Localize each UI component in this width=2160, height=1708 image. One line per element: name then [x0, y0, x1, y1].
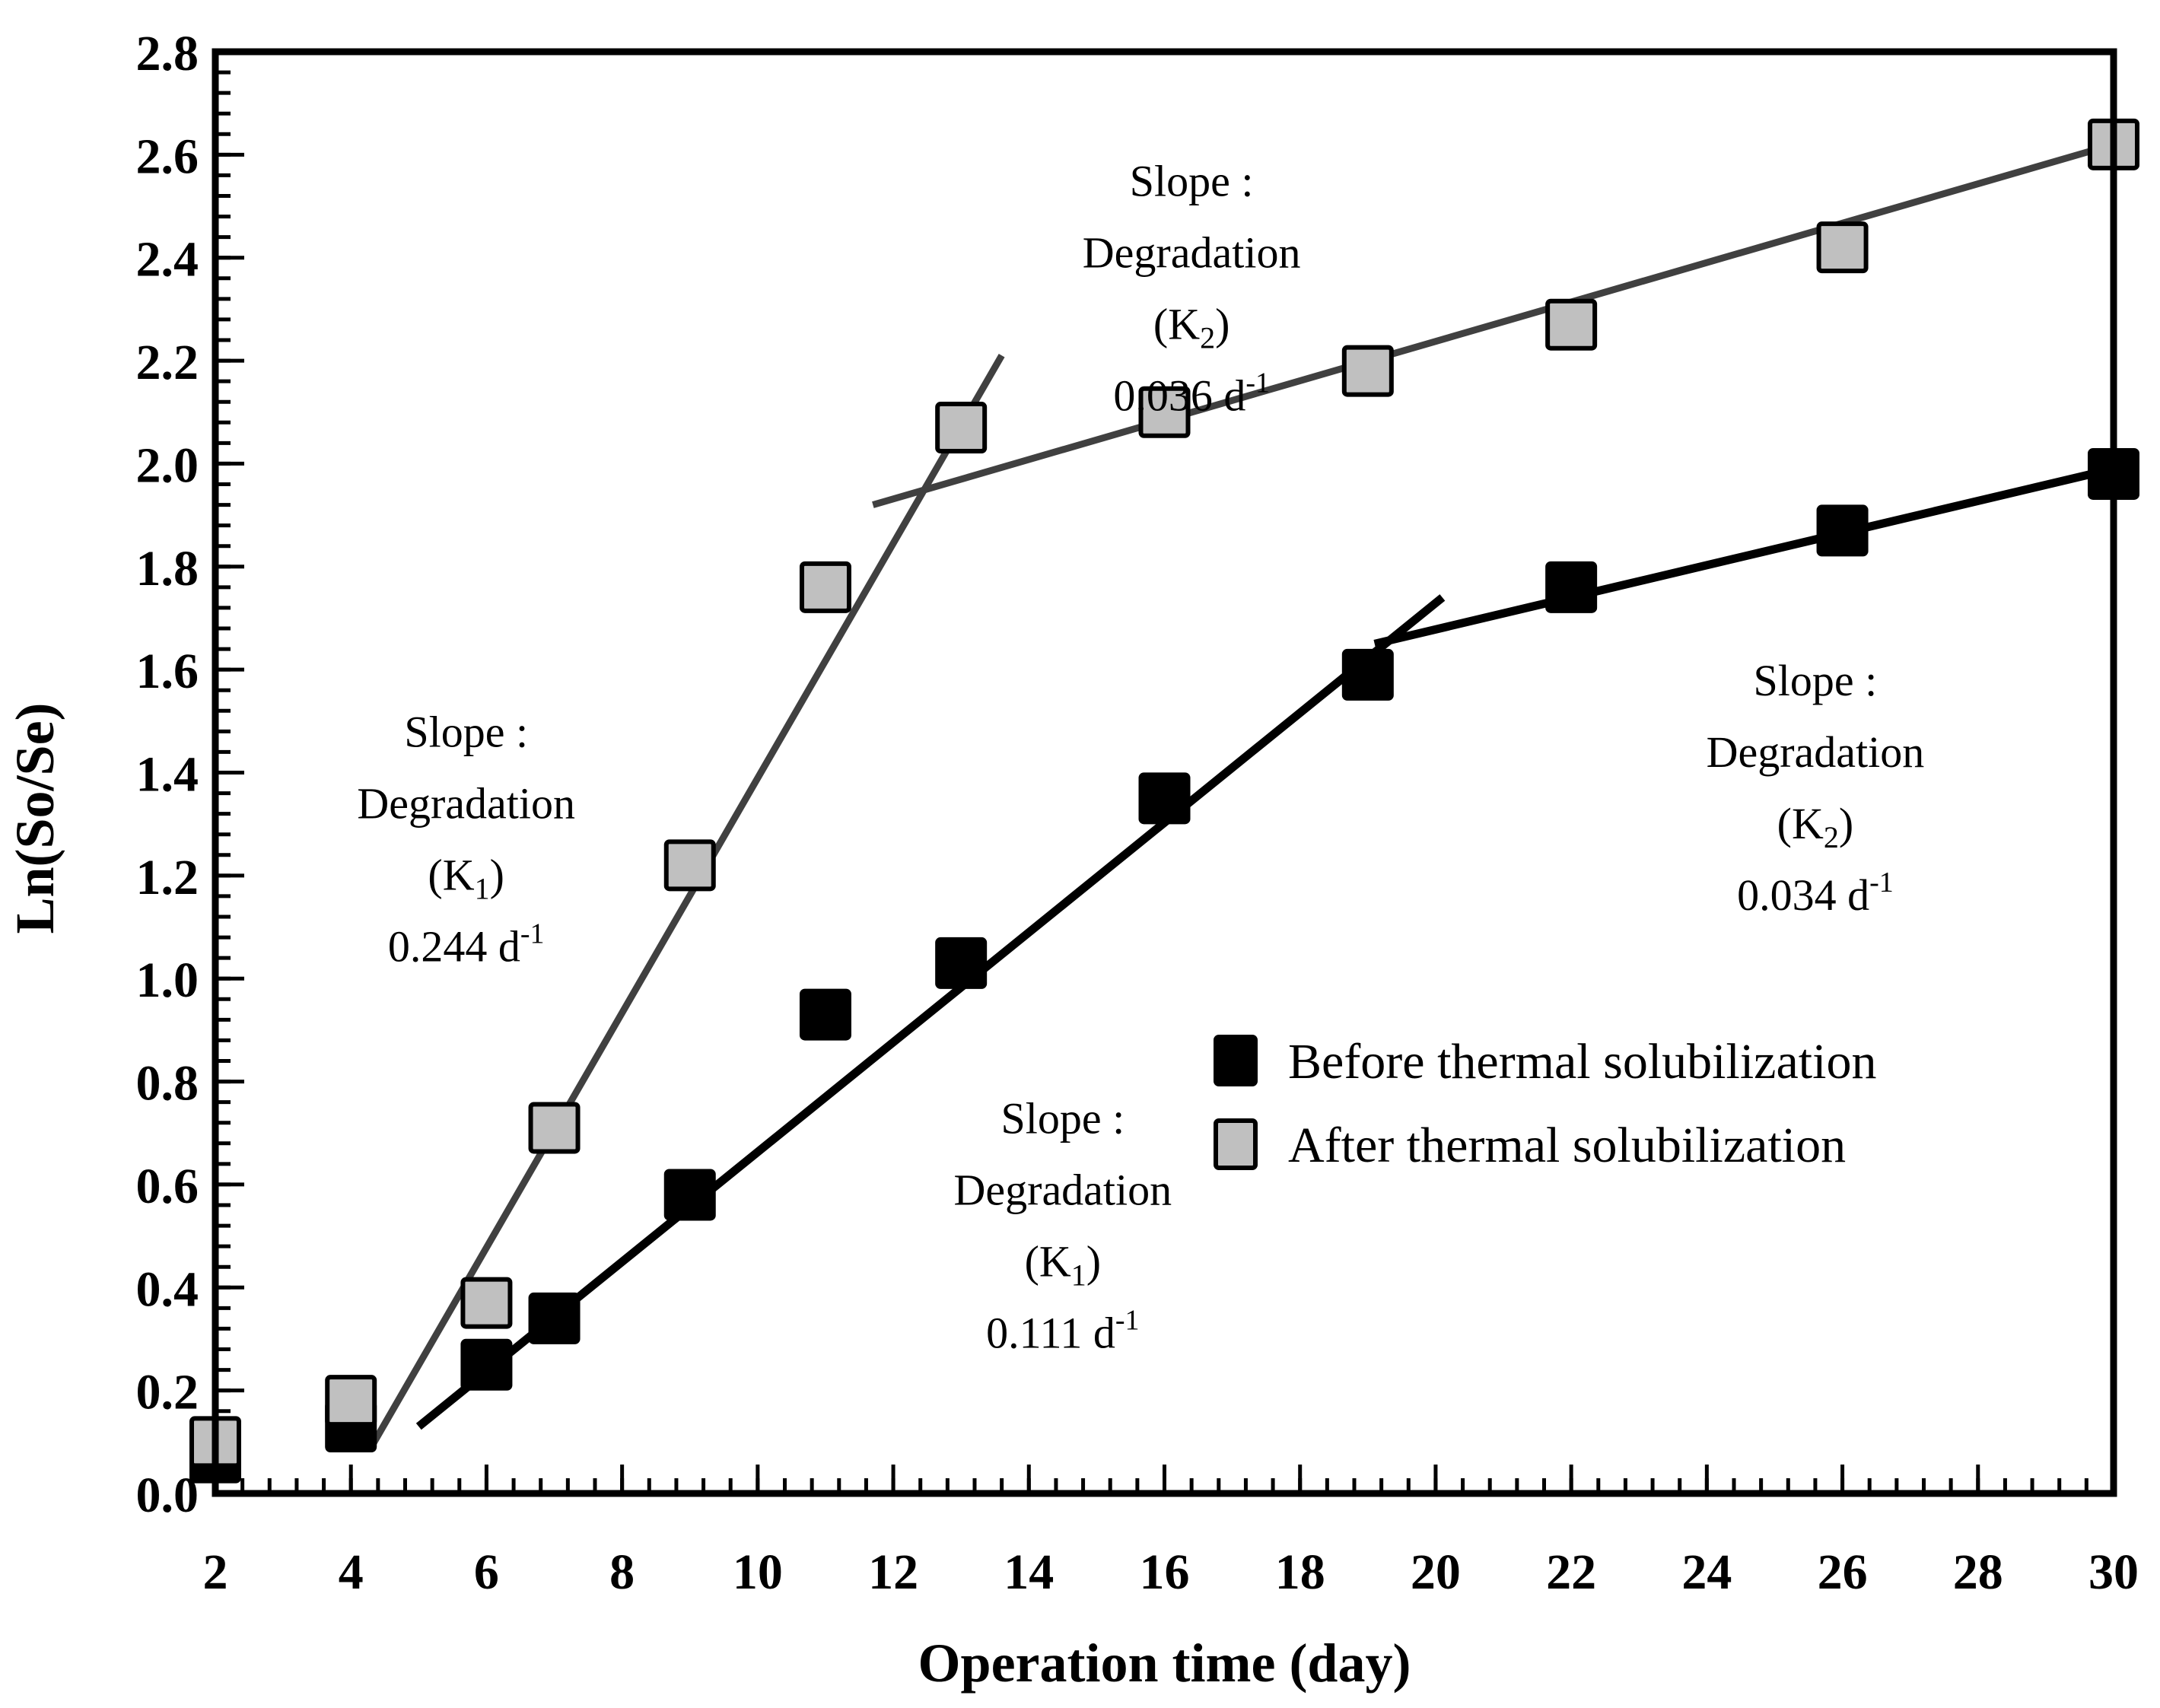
after-k1-fit: [368, 354, 1005, 1449]
y-tick-label: 0.6: [136, 1159, 199, 1214]
y-tick-label: 2.8: [136, 26, 199, 81]
x-tick-label: 14: [1004, 1544, 1054, 1600]
before-marker: [1341, 648, 1394, 701]
annotation-line: Degradation: [1083, 228, 1301, 278]
annotation-line: Slope :: [1754, 656, 1878, 705]
x-axis-ticks: 2 4 6 8 10 12 14 16 18 20 22 24 26 28 30: [203, 1465, 2139, 1600]
before-marker: [1138, 772, 1191, 825]
x-tick-label: 22: [1546, 1544, 1596, 1600]
annotation-line: Degradation: [954, 1165, 1172, 1214]
y-tick-label: 0.2: [136, 1365, 199, 1420]
after-marker: [325, 1375, 377, 1427]
x-tick-label: 30: [2088, 1544, 2139, 1600]
y-tick-label: 1.2: [136, 850, 199, 905]
y-tick-label: 1.6: [136, 644, 199, 699]
annotation-value: 0.244 d-1: [388, 918, 545, 972]
x-tick-label: 28: [1953, 1544, 2003, 1600]
x-tick-label: 2: [203, 1544, 228, 1600]
before-k2-fit: [1373, 464, 2115, 648]
x-tick-label: 6: [474, 1544, 499, 1600]
after-marker: [1138, 386, 1191, 438]
y-axis-ticks: 0.0 0.2 0.4 0.6 0.8 1.0 1.2 1.4 1.6 1.8 2.0 2.2 2.4 2…: [136, 26, 244, 1523]
x-tick-label: 4: [339, 1544, 364, 1600]
before-marker: [799, 988, 851, 1041]
annotation-line: (K1): [428, 851, 504, 906]
before-marker: [935, 937, 988, 989]
y-tick-label: 0.0: [136, 1468, 199, 1523]
y-tick-label: 2.0: [136, 437, 199, 493]
after-k2-fit: [872, 141, 2115, 508]
before-marker: [460, 1338, 513, 1391]
fit-lines: [368, 141, 2115, 1449]
y-axis-title: Ln(So/Se): [5, 702, 65, 934]
legend: Before thermal solubilization After therm…: [1214, 1034, 1876, 1173]
y-tick-label: 0.8: [136, 1056, 199, 1112]
after-marker: [663, 839, 716, 892]
before-marker: [1545, 561, 1598, 613]
annotation-line: (K2): [1153, 300, 1230, 355]
annotation-line: (K1): [1025, 1236, 1102, 1292]
annotation-after-k2: Slope : Degradation (K2) 0.036 d-1: [1083, 157, 1301, 421]
annotation-value: 0.034 d-1: [1737, 867, 1894, 920]
annotation-value: 0.036 d-1: [1113, 367, 1270, 421]
annotation-after-k1: Slope : Degradation (K1) 0.244 d-1: [357, 708, 575, 972]
annotation-before-k2: Slope : Degradation (K2) 0.034 d-1: [1707, 656, 1925, 920]
after-marker: [1341, 345, 1394, 397]
y-tick-label: 1.8: [136, 541, 199, 596]
x-tick-label: 26: [1818, 1544, 1868, 1600]
after-marker: [460, 1277, 513, 1329]
annotation-line: Slope :: [1130, 157, 1254, 206]
before-marker: [1816, 504, 1869, 557]
y-tick-label: 0.4: [136, 1261, 199, 1317]
y-tick-label: 2.6: [136, 129, 199, 184]
y-tick-label: 1.0: [136, 953, 199, 1008]
annotation-line: Slope :: [1000, 1093, 1125, 1143]
slope-annotations: Slope : Degradation (K2) 0.036 d-1 Slope : De…: [357, 157, 1924, 1358]
after-marker: [1545, 298, 1598, 351]
annotation-line: Slope :: [404, 708, 528, 757]
annotation-value: 0.111 d-1: [986, 1304, 1139, 1357]
annotation-line: (K2): [1777, 799, 1854, 854]
x-tick-label: 18: [1275, 1544, 1325, 1600]
legend-swatch: [1214, 1035, 1258, 1086]
x-tick-label: 20: [1411, 1544, 1461, 1600]
annotation-line: Degradation: [357, 779, 575, 829]
after-marker: [1816, 221, 1869, 274]
legend-label: Before thermal solubilization: [1288, 1034, 1876, 1089]
after-marker: [935, 402, 988, 454]
x-tick-label: 24: [1681, 1544, 1732, 1600]
before-marker: [663, 1169, 716, 1221]
x-tick-label: 8: [609, 1544, 635, 1600]
legend-swatch: [1214, 1118, 1258, 1170]
x-tick-label: 10: [733, 1544, 783, 1600]
y-tick-label: 2.4: [136, 232, 199, 288]
before-k1-fit: [415, 594, 1446, 1430]
annotation-line: Degradation: [1707, 727, 1925, 777]
annotation-before-k1: Slope : Degradation (K1) 0.111 d-1: [954, 1093, 1172, 1357]
before-marker: [528, 1292, 581, 1344]
x-tick-label: 16: [1140, 1544, 1190, 1600]
y-tick-label: 2.2: [136, 335, 199, 390]
y-tick-label: 1.4: [136, 747, 199, 803]
x-tick-label: 12: [868, 1544, 918, 1600]
after-marker: [799, 561, 851, 613]
x-axis-title: Operation time (day): [918, 1633, 1411, 1694]
legend-label: After thermal solubilization: [1288, 1118, 1846, 1173]
after-marker: [528, 1102, 581, 1154]
